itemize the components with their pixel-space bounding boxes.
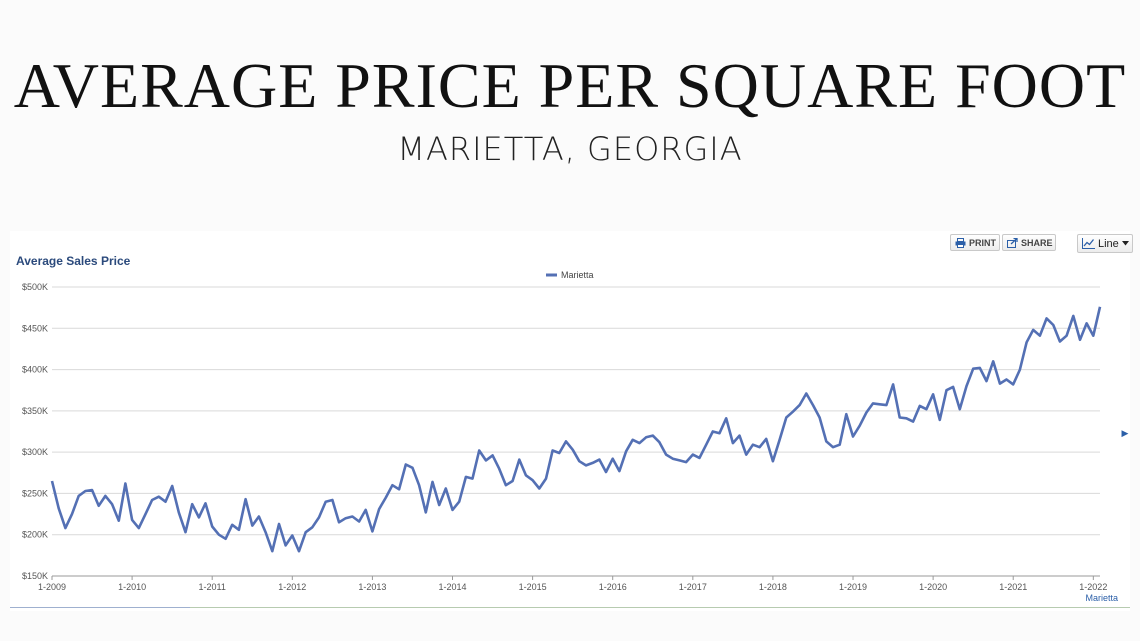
x-tick-label: 1-2014 [438,582,466,592]
x-tick-label: 1-2017 [679,582,707,592]
series-line-marietta [52,307,1100,551]
legend-label: Marietta [561,270,594,280]
y-tick-label: $200K [22,530,48,540]
x-tick-label: 1-2020 [919,582,947,592]
line-chart: $150K $200K $250K $300K $350K $400K $450K $500K… [10,231,1130,611]
footer-divider [10,607,190,608]
x-tick-label: 1-2018 [759,582,787,592]
x-tick-label: 1-2010 [118,582,146,592]
page-title: AVERAGE PRICE PER SQUARE FOOT [0,50,1140,122]
x-tick-label: 1-2012 [278,582,306,592]
x-tick-label: 1-2011 [199,582,226,592]
page-subtitle: MARIETTA, GEORGIA [0,130,1140,168]
x-tick-label: 1-2016 [599,582,627,592]
x-tick-label: 1-2022 [1079,582,1107,592]
chart-panel: Average Sales Price PRINT SHARE Line ▶ $… [10,231,1130,611]
x-tick-label: 1-2009 [38,582,66,592]
y-tick-label: $450K [22,323,48,333]
footer-divider-green [190,607,1130,608]
y-tick-label: $400K [22,365,48,375]
y-tick-label: $300K [22,447,48,457]
x-tick-label: 1-2021 [999,582,1027,592]
y-tick-label: $350K [22,406,48,416]
corner-series-label: Marietta [1085,593,1118,603]
y-tick-label: $250K [22,488,48,498]
x-tick-label: 1-2019 [839,582,867,592]
x-tick-label: 1-2015 [519,582,547,592]
x-tick-label: 1-2013 [358,582,386,592]
y-tick-label: $150K [22,571,48,581]
y-tick-label: $500K [22,282,48,292]
